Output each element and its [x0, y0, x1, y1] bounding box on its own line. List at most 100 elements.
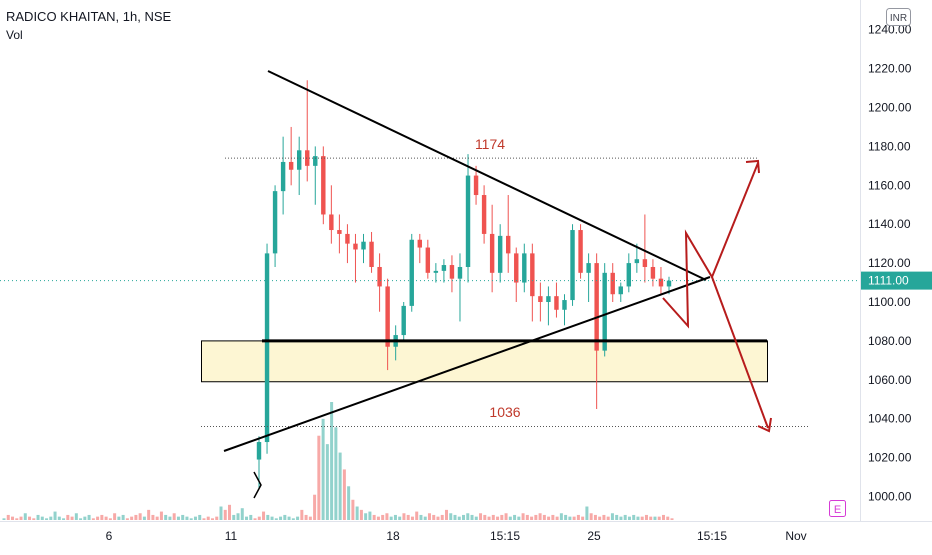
volume-bar	[249, 514, 253, 520]
descending-trendline[interactable]	[267, 70, 707, 281]
candle-body	[586, 263, 591, 273]
volume-indicator-label[interactable]: Vol	[6, 28, 23, 42]
volume-bar	[117, 516, 121, 520]
volume-bar	[636, 516, 640, 520]
volume-bar	[496, 516, 500, 520]
time-axis[interactable]: 6 11 18 15:15 25 15:15 Nov	[106, 529, 807, 543]
volume-bar	[572, 516, 576, 520]
arrow-head-up[interactable]	[745, 159, 760, 174]
volume-bar	[19, 516, 23, 520]
candle-body	[353, 243, 358, 250]
demand-zone[interactable]	[201, 340, 768, 383]
volume-bar	[172, 513, 176, 520]
volume-bar	[564, 514, 568, 520]
candle-body	[546, 296, 551, 302]
candle-body	[666, 280, 672, 287]
price-tick-label: 1160.00	[868, 178, 911, 192]
volume-bar	[164, 514, 168, 520]
candle-body	[296, 150, 302, 170]
volume-bar	[555, 516, 559, 520]
volume-bar	[155, 516, 159, 520]
volume-bar	[300, 509, 304, 520]
volume-bar	[317, 435, 321, 520]
last-price-badge[interactable]	[861, 271, 932, 290]
volume-bar	[11, 516, 15, 520]
volume-bar	[176, 516, 180, 520]
price-axis[interactable]: 1240.00 1220.00 1200.00 1180.00 1160.00 1140.…	[861, 23, 932, 504]
resistance-label[interactable]: 1174	[475, 136, 505, 152]
volume-bar	[79, 518, 83, 520]
volume-bar	[457, 516, 461, 520]
volume-bar	[189, 518, 193, 520]
ascending-trendline[interactable]	[223, 276, 711, 452]
time-tick-label: 15:15	[697, 529, 727, 543]
volume-bar	[517, 516, 521, 520]
candle-body	[465, 175, 471, 267]
trend-drawings[interactable]	[0, 70, 860, 499]
candle-body	[594, 263, 599, 351]
volume-bar	[36, 514, 40, 520]
volume-bar	[410, 516, 414, 520]
candle-body	[313, 156, 318, 166]
currency-badge[interactable]	[886, 8, 911, 26]
candle-body	[433, 270, 439, 273]
volume-bar	[70, 516, 74, 520]
support-label[interactable]: 1036	[489, 404, 520, 420]
volume-bar	[74, 513, 78, 520]
volume-bar	[40, 516, 44, 520]
volume-bar	[304, 514, 308, 520]
projection-path-down[interactable]	[711, 276, 769, 429]
volume-bar	[66, 514, 70, 520]
volume-bar	[525, 514, 529, 520]
volume-bar	[440, 514, 444, 520]
candle-body	[409, 239, 414, 306]
price-tick-label: 1080.00	[868, 334, 912, 348]
volume-bar	[368, 511, 372, 520]
volume-bar	[644, 514, 648, 520]
volume-bar	[351, 499, 355, 520]
volume-bar	[113, 513, 117, 520]
candle-body	[618, 286, 623, 295]
candles	[256, 80, 672, 489]
price-tick-label: 1060.00	[868, 373, 912, 387]
volume-bar	[6, 514, 10, 520]
volume-bar	[308, 516, 312, 520]
earnings-badge[interactable]	[829, 500, 846, 517]
volume-bar	[232, 514, 236, 520]
volume-bar	[444, 509, 448, 520]
volume-bar	[453, 514, 457, 520]
volume-bar	[649, 516, 653, 520]
volume-bar	[406, 514, 410, 520]
volume-bar	[602, 514, 606, 520]
volume-bar	[121, 514, 125, 520]
candle-body	[280, 161, 286, 192]
volume-bar	[623, 514, 627, 520]
candle-body	[642, 259, 648, 267]
volume-bar	[279, 516, 283, 520]
candle-body	[256, 442, 262, 460]
price-tick-label: 1200.00	[868, 101, 912, 115]
volume-bar	[593, 514, 597, 520]
volume-bar	[419, 514, 423, 520]
volume-bar	[206, 516, 210, 520]
volume-bar	[147, 509, 151, 520]
candle-body	[377, 266, 382, 287]
volume-bar	[640, 516, 644, 520]
volume-bar	[32, 518, 36, 520]
candle-body	[481, 195, 487, 234]
projection-path[interactable]	[662, 162, 759, 329]
volume-bar	[585, 506, 589, 520]
candle-body	[650, 266, 656, 279]
volume-bar	[385, 513, 389, 520]
volume-bar	[151, 514, 155, 520]
bracket-mark[interactable]	[253, 471, 262, 499]
volume-bar	[83, 516, 87, 520]
arrow-head-down[interactable]	[757, 417, 772, 433]
candle-body	[361, 241, 366, 250]
last-price-label: 1111.00	[868, 274, 909, 288]
candle-body	[321, 156, 326, 215]
volume-bar	[542, 514, 546, 520]
candle-body	[272, 191, 278, 254]
